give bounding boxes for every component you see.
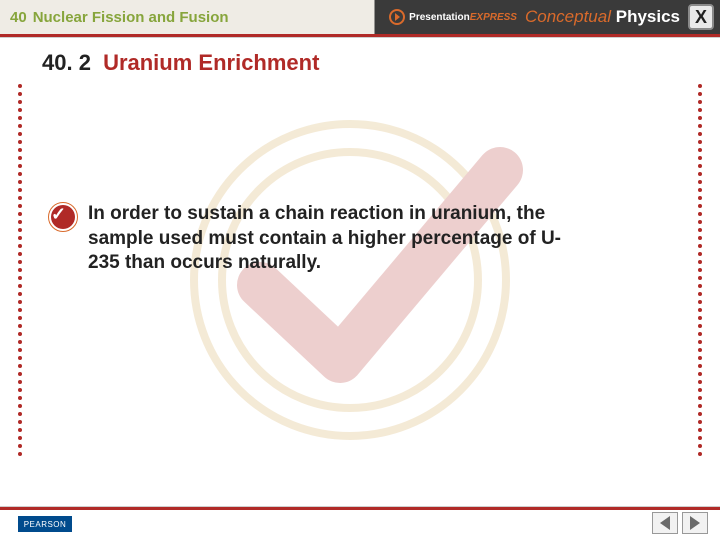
brand-conceptual: Conceptual bbox=[525, 7, 611, 26]
rule-top-thin bbox=[0, 37, 720, 38]
section-heading: 40. 2 Uranium Enrichment bbox=[42, 50, 319, 76]
presentation-express-label: PresentationEXPRESS bbox=[389, 9, 517, 25]
bullet-check: ✓ bbox=[51, 204, 66, 225]
chevron-right-icon bbox=[690, 516, 700, 530]
section-number: 40. 2 bbox=[42, 50, 91, 75]
rule-bottom-thin bbox=[0, 506, 720, 507]
watermark-check-icon bbox=[180, 110, 540, 450]
pe-text: PresentationEXPRESS bbox=[409, 12, 517, 23]
header-right: PresentationEXPRESS Conceptual Physics X bbox=[389, 0, 720, 34]
chapter-number: 40 bbox=[10, 9, 27, 26]
watermark-checkmark bbox=[180, 110, 540, 450]
pearson-logo: PEARSON bbox=[18, 516, 72, 532]
rule-bottom-red bbox=[0, 507, 720, 510]
pe-express: EXPRESS bbox=[470, 12, 517, 23]
chapter-title: Nuclear Fission and Fusion bbox=[33, 9, 229, 26]
nav-arrows bbox=[648, 512, 708, 534]
play-icon bbox=[389, 9, 405, 25]
close-icon: X bbox=[695, 7, 707, 28]
brand-physics: Physics bbox=[616, 7, 680, 26]
pearson-label: PEARSON bbox=[24, 520, 67, 529]
next-button[interactable] bbox=[682, 512, 708, 534]
section-title: Uranium Enrichment bbox=[103, 50, 319, 75]
prev-button[interactable] bbox=[652, 512, 678, 534]
pe-presentation: Presentation bbox=[409, 12, 470, 23]
header-left: 40 Nuclear Fission and Fusion bbox=[0, 0, 229, 34]
chevron-left-icon bbox=[660, 516, 670, 530]
bullet-check-icon: ✓ bbox=[48, 202, 78, 232]
close-button[interactable]: X bbox=[688, 4, 714, 30]
header-bar: 40 Nuclear Fission and Fusion Presentati… bbox=[0, 0, 720, 34]
body-text: In order to sustain a chain reaction in … bbox=[88, 202, 588, 276]
brand-label: Conceptual Physics bbox=[525, 7, 680, 27]
